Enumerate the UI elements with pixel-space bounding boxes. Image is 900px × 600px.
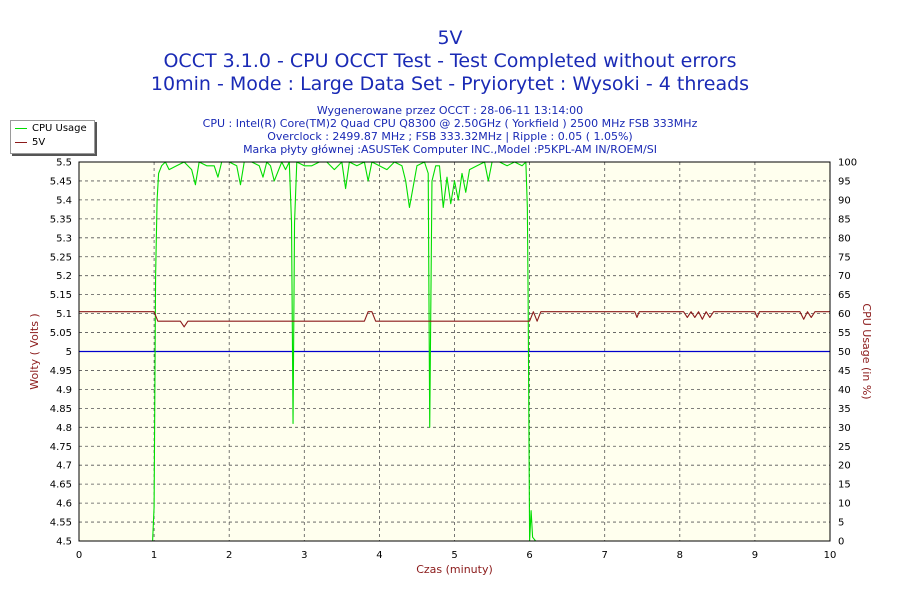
y-left-tick-label: 4.85: [50, 404, 72, 415]
x-tick-label: 0: [76, 550, 82, 561]
legend-swatch-cpu-usage: [15, 127, 27, 129]
y-left-tick-label: 4.95: [50, 366, 72, 377]
y-left-tick-label: 4.75: [50, 442, 72, 453]
legend-label-5v: 5V: [32, 137, 46, 148]
y-left-tick-label: 5.15: [50, 290, 72, 301]
legend-swatch-5v: [15, 141, 27, 143]
grid-lines: [79, 162, 830, 541]
y-left-tick-label: 4.65: [50, 480, 72, 491]
y-left-tick-label: 4.5: [56, 537, 72, 548]
y-left-tick-label: 4.55: [50, 518, 72, 529]
series-line-5v: [79, 311, 830, 328]
x-tick-label: 5: [451, 550, 457, 561]
info-line-overclock: Overclock : 2499.87 MHz ; FSB 333.32MHz …: [267, 130, 633, 143]
y-right-tick-label: 85: [838, 214, 851, 225]
y-right-tick-label: 50: [838, 347, 851, 358]
y-axis-left-label: Wolty ( Volts ): [28, 313, 41, 389]
legend: CPU Usage 5V: [10, 120, 95, 154]
y-axis-right-label: CPU Usage (in %): [860, 303, 873, 399]
x-tick-label: 4: [376, 550, 382, 561]
legend-item-5v: 5V: [15, 137, 45, 149]
y-right-tick-label: 20: [838, 461, 851, 472]
y-left-tick-label: 4.6: [56, 499, 72, 510]
x-tick-label: 6: [526, 550, 532, 561]
chart-subtitle-2: 10min - Mode : Large Data Set - Pryioryt…: [150, 73, 750, 95]
y-right-tick-label: 10: [838, 499, 851, 510]
info-line-generated: Wygenerowane przez OCCT : 28-06-11 13:14…: [316, 104, 584, 117]
y-right-tick-label: 55: [838, 328, 851, 339]
plot-frame: [78, 161, 831, 542]
y-right-tick-label: 40: [838, 385, 851, 396]
y-left-tick-label: 5.5: [56, 158, 72, 169]
y-right-tick-label: 0: [838, 537, 844, 548]
y-left-tick-label: 4.7: [56, 461, 72, 472]
chart-title: 5V: [437, 27, 463, 49]
x-axis-label: Czas (minuty): [416, 563, 493, 576]
y-right-tick-label: 60: [838, 309, 851, 320]
info-line-cpu: CPU : Intel(R) Core(TM)2 Quad CPU Q8300 …: [202, 117, 698, 130]
y-right-tick-label: 45: [838, 366, 851, 377]
x-tick-label: 3: [301, 550, 307, 561]
x-tick-label: 7: [602, 550, 608, 561]
axis-ticks: 5.55.455.45.355.35.255.25.155.15.0554.95…: [50, 158, 857, 562]
y-left-tick-label: 5.4: [56, 195, 72, 206]
x-tick-label: 10: [824, 550, 837, 561]
y-left-tick-label: 4.8: [56, 423, 72, 434]
y-right-tick-label: 90: [838, 195, 851, 206]
y-right-tick-label: 70: [838, 271, 851, 282]
y-left-tick-label: 5.35: [50, 214, 72, 225]
y-left-tick-label: 4.9: [56, 385, 72, 396]
y-right-tick-label: 25: [838, 442, 851, 453]
y-right-tick-label: 65: [838, 290, 851, 301]
y-left-tick-label: 5.3: [56, 233, 72, 244]
x-tick-label: 9: [752, 550, 758, 561]
y-right-tick-label: 15: [838, 480, 851, 491]
legend-item-cpu-usage: CPU Usage: [15, 123, 87, 135]
y-right-tick-label: 30: [838, 423, 851, 434]
y-left-tick-label: 5.45: [50, 176, 72, 187]
x-tick-label: 8: [677, 550, 683, 561]
y-right-tick-label: 80: [838, 233, 851, 244]
chart-subtitle-1: OCCT 3.1.0 - CPU OCCT Test - Test Comple…: [163, 50, 737, 72]
y-left-tick-label: 5.1: [56, 309, 72, 320]
info-line-motherboard: Marka płyty głównej :ASUSTeK Computer IN…: [243, 143, 657, 156]
y-right-tick-label: 5: [838, 518, 844, 529]
y-right-tick-label: 95: [838, 176, 851, 187]
y-right-tick-label: 75: [838, 252, 851, 263]
x-tick-label: 1: [151, 550, 157, 561]
y-right-tick-label: 35: [838, 404, 851, 415]
legend-label-cpu-usage: CPU Usage: [32, 123, 87, 134]
y-left-tick-label: 5.25: [50, 252, 72, 263]
y-left-tick-label: 5: [66, 347, 72, 358]
y-right-tick-label: 100: [838, 158, 857, 169]
y-left-tick-label: 5.05: [50, 328, 72, 339]
y-left-tick-label: 5.2: [56, 271, 72, 282]
x-tick-label: 2: [226, 550, 232, 561]
